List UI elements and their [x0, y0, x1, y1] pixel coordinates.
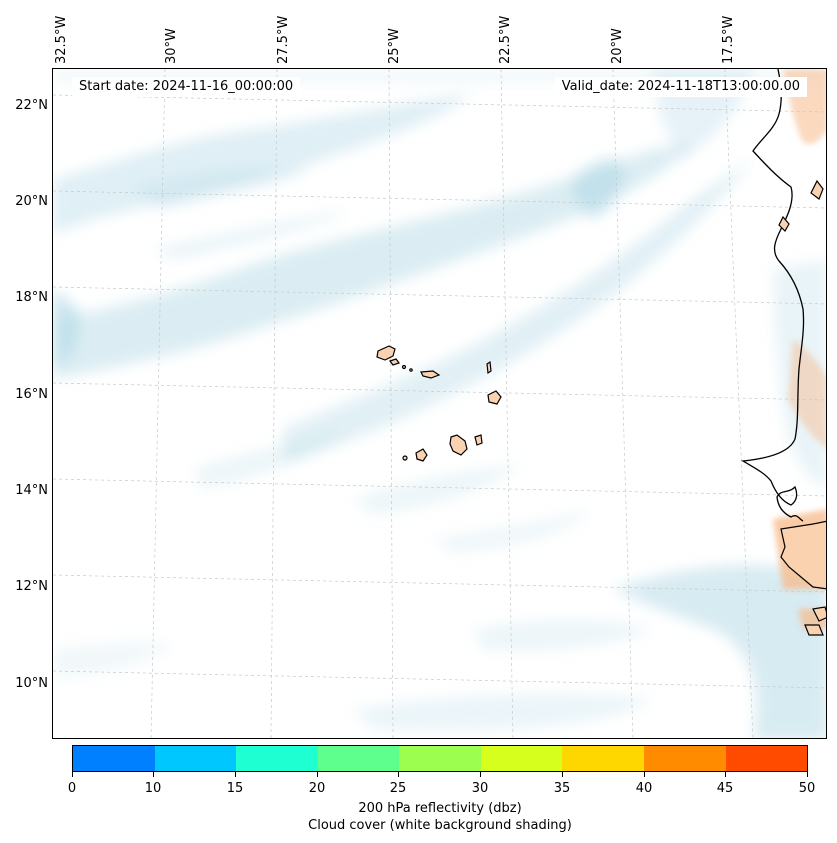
- colorbar-segment-35-40: [562, 746, 644, 771]
- colorbar: [72, 745, 808, 772]
- cape-verde-islands: [376, 345, 502, 462]
- valid-date-label: Valid_date: 2024-11-18T13:00:00.00: [554, 77, 807, 97]
- colorbar-tick-label-20: 20: [308, 781, 326, 796]
- colorbar-title: 200 hPa reflectivity (dbz): [358, 801, 522, 816]
- lat-label-22n: 22°N: [15, 98, 48, 113]
- colorbar-tick-label-10: 10: [144, 781, 162, 796]
- colorbar-tick: [72, 772, 73, 777]
- lat-label-18n: 18°N: [15, 290, 48, 305]
- colorbar-tick: [317, 772, 318, 777]
- lon-label-32-5w: 32.5°W: [54, 15, 69, 64]
- lat-label-16n: 16°N: [15, 387, 48, 402]
- lon-label-25w: 25°W: [387, 28, 402, 64]
- colorbar-subtitle: Cloud cover (white background shading): [308, 818, 572, 833]
- map-canvas: [53, 69, 826, 738]
- west-africa-land: [778, 179, 826, 636]
- colorbar-tick: [807, 772, 808, 777]
- lat-label-10n: 10°N: [15, 676, 48, 691]
- colorbar-segment-45-50: [725, 746, 808, 771]
- lat-label-14n: 14°N: [15, 483, 48, 498]
- lon-label-22-5w: 22.5°W: [498, 15, 513, 64]
- colorbar-segment-20-25: [317, 746, 400, 771]
- colorbar-tick-label-50: 50: [798, 781, 816, 796]
- colorbar-segment-10-15: [154, 746, 237, 771]
- colorbar-tick-label-15: 15: [226, 781, 244, 796]
- start-date-label: Start date: 2024-11-16_00:00:00: [72, 77, 301, 97]
- cloud-cover-shading: [53, 69, 826, 738]
- lat-label-20n: 20°N: [15, 194, 48, 209]
- colorbar-segment-40-45: [643, 746, 726, 771]
- colorbar-tick: [153, 772, 154, 777]
- colorbar-tick: [644, 772, 645, 777]
- lon-label-17-5w: 17.5°W: [721, 15, 736, 64]
- colorbar-segment-30-35: [480, 746, 563, 771]
- colorbar-tick: [480, 772, 481, 777]
- colorbar-segment-25-30: [399, 746, 481, 771]
- lat-label-12n: 12°N: [15, 579, 48, 594]
- graticule: [53, 69, 826, 738]
- colorbar-segment-15-20: [236, 746, 318, 771]
- colorbar-tick-label-25: 25: [389, 781, 407, 796]
- colorbar-tick: [562, 772, 563, 777]
- colorbar-tick-label-40: 40: [635, 781, 653, 796]
- coastline: [740, 69, 805, 522]
- colorbar-tick-label-30: 30: [471, 781, 489, 796]
- colorbar-tick-label-35: 35: [553, 781, 571, 796]
- colorbar-segment-0-10: [73, 746, 155, 771]
- lon-label-30w: 30°W: [164, 28, 179, 64]
- lon-label-27-5w: 27.5°W: [276, 15, 291, 64]
- colorbar-tick: [235, 772, 236, 777]
- colorbar-tick-label-45: 45: [716, 781, 734, 796]
- colorbar-tick: [398, 772, 399, 777]
- lon-label-20w: 20°W: [610, 28, 625, 64]
- colorbar-tick-label-0: 0: [67, 781, 77, 796]
- map-panel[interactable]: Start date: 2024-11-16_00:00:00 Valid_da…: [52, 68, 827, 739]
- colorbar-tick: [725, 772, 726, 777]
